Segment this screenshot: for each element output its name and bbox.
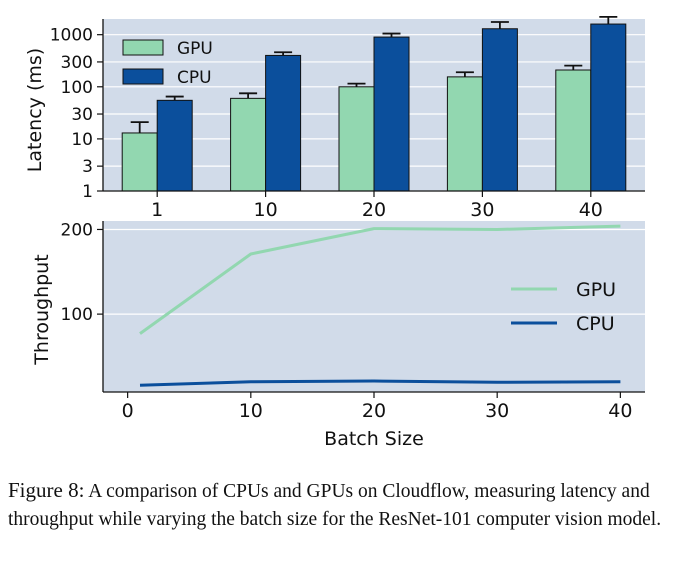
x-tick-label: 40 (608, 400, 632, 422)
y-tick-label: 1 (82, 182, 93, 202)
y-tick-label: 10 (71, 130, 93, 150)
bar-gpu (446, 76, 483, 192)
figure-caption: Figure 8: A comparison of CPUs and GPUs … (8, 476, 670, 534)
x-tick-label: 30 (470, 199, 494, 221)
bar-cpu (373, 36, 410, 192)
legend-label: CPU (576, 313, 615, 335)
throughput-chart: 100 200 0 10 20 30 40 Throughput Batch Size GPU CP… (31, 220, 645, 450)
bar-cpu (156, 99, 193, 192)
y-tick-label: 3 (82, 157, 93, 177)
plot-background (103, 221, 645, 392)
x-tick-label: 20 (362, 400, 386, 422)
legend-swatch-cpu (122, 68, 164, 85)
y-axis-label: Latency (ms) (24, 48, 46, 172)
y-tick-label: 100 (61, 305, 93, 325)
y-tick-label: 300 (61, 53, 93, 73)
x-axis-label: Batch Size (324, 428, 424, 450)
y-axis-label: Throughput (31, 254, 53, 365)
x-tick-label: 10 (239, 400, 263, 422)
x-tick-label: 20 (362, 199, 386, 221)
x-tick-label: 10 (254, 199, 278, 221)
y-tick-label: 100 (61, 78, 93, 98)
bar-gpu (121, 132, 158, 192)
caption-label: Figure 8: (8, 478, 85, 502)
legend-swatch-gpu (122, 39, 164, 56)
bar-gpu (338, 86, 375, 192)
x-tick-label: 40 (579, 199, 603, 221)
y-tick-label: 1000 (50, 26, 93, 46)
y-tick-label: 30 (71, 105, 93, 125)
bar-cpu (481, 28, 518, 192)
bar-cpu (265, 54, 302, 192)
x-tick-label: 30 (485, 400, 509, 422)
bar-gpu (230, 97, 267, 192)
legend-label: GPU (177, 39, 213, 59)
line-gpu (139, 224, 621, 335)
latency-chart: 1 3 10 30 100 300 1000 1 10 20 30 40 Latency (ms) GPU… (24, 15, 645, 221)
legend-label: GPU (576, 279, 616, 301)
y-tick-label: 200 (61, 220, 93, 240)
x-tick-label: 1 (151, 199, 163, 221)
caption-text: A comparison of CPUs and GPUs on Cloudfl… (8, 481, 662, 530)
legend-label: CPU (177, 68, 212, 88)
x-tick-label: 0 (122, 400, 134, 422)
line-cpu (139, 379, 621, 387)
bar-gpu (555, 69, 592, 192)
bar-cpu (590, 23, 627, 192)
